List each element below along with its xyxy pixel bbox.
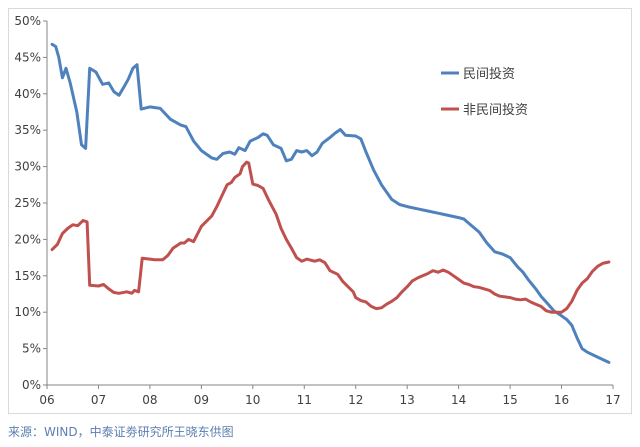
x-tick-label: 11 xyxy=(297,393,312,407)
y-tick-label: 5% xyxy=(22,342,41,356)
series-line-1 xyxy=(50,42,611,364)
source-note: 来源：WIND，中泰证劵研究所王晓东供图 xyxy=(8,425,234,439)
y-tick-label: 20% xyxy=(14,232,41,246)
x-tick-label: 06 xyxy=(39,393,54,407)
x-tick-label: 14 xyxy=(451,393,466,407)
series-lines xyxy=(50,42,611,364)
y-axis: 0% 5% 10% 15% 20% 25% 30% 35% 40% 45% 50% xyxy=(14,14,48,392)
chart-frame: 0% 5% 10% 15% 20% 25% 30% 35% 40% 45% 50% 06 07 08 09… xyxy=(8,8,632,414)
y-tick-label: 45% xyxy=(14,50,41,64)
legend-label-1: 民间投资 xyxy=(463,66,515,82)
y-tick-label: 30% xyxy=(14,160,41,174)
y-tick-label: 0% xyxy=(22,378,41,392)
y-tick-label: 40% xyxy=(14,87,41,101)
y-tick-label: 50% xyxy=(14,14,41,28)
line-chart: 0% 5% 10% 15% 20% 25% 30% 35% 40% 45% 50% 06 07 08 09… xyxy=(14,14,621,407)
x-axis: 06 07 08 09 10 11 12 13 14 15 16 17 xyxy=(39,384,621,407)
legend-label-2: 非民间投资 xyxy=(463,102,528,118)
series-line-2 xyxy=(50,160,611,314)
y-tick-label: 15% xyxy=(14,269,41,283)
x-tick-label: 17 xyxy=(605,393,620,407)
y-tick-label: 25% xyxy=(14,196,41,210)
x-tick-label: 10 xyxy=(245,393,260,407)
y-tick-label: 35% xyxy=(14,123,41,137)
x-tick-label: 13 xyxy=(400,393,415,407)
x-tick-label: 15 xyxy=(502,393,517,407)
x-tick-label: 07 xyxy=(91,393,106,407)
x-tick-label: 16 xyxy=(554,393,569,407)
y-tick-label: 10% xyxy=(14,305,41,319)
x-tick-label: 12 xyxy=(348,393,363,407)
x-tick-label: 09 xyxy=(194,393,209,407)
x-tick-label: 08 xyxy=(142,393,157,407)
